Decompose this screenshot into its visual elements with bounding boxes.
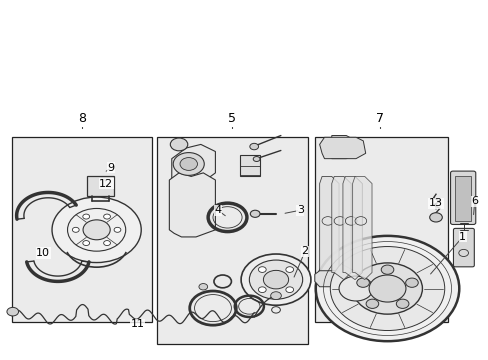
Text: 11: 11 [131, 319, 144, 329]
Text: 13: 13 [428, 198, 442, 208]
Text: 3: 3 [296, 205, 303, 215]
Circle shape [315, 236, 458, 341]
Text: 12: 12 [99, 179, 113, 189]
FancyBboxPatch shape [449, 171, 475, 225]
Circle shape [249, 143, 258, 150]
Circle shape [368, 275, 405, 302]
Circle shape [114, 227, 121, 232]
Circle shape [338, 276, 372, 301]
Circle shape [258, 267, 265, 273]
Circle shape [82, 240, 89, 246]
FancyBboxPatch shape [452, 228, 473, 267]
Bar [454, 176, 470, 221]
Circle shape [381, 265, 393, 274]
Circle shape [103, 240, 110, 246]
Circle shape [366, 299, 378, 309]
Circle shape [258, 287, 265, 293]
Polygon shape [314, 271, 355, 287]
Bar [157, 137, 307, 344]
Circle shape [241, 254, 310, 305]
Circle shape [72, 227, 79, 232]
Circle shape [249, 260, 302, 299]
Text: 9: 9 [107, 163, 115, 172]
Circle shape [253, 157, 260, 162]
Polygon shape [331, 135, 355, 159]
Text: 10: 10 [36, 248, 50, 258]
Circle shape [250, 210, 260, 217]
Polygon shape [352, 176, 371, 280]
Circle shape [180, 158, 197, 170]
Bar [87, 176, 113, 196]
Circle shape [329, 247, 444, 330]
Polygon shape [319, 137, 365, 159]
Circle shape [270, 292, 281, 300]
Circle shape [52, 197, 141, 262]
Circle shape [82, 214, 89, 219]
Circle shape [395, 299, 408, 309]
Text: 8: 8 [78, 112, 86, 125]
Polygon shape [171, 144, 215, 184]
Circle shape [103, 214, 110, 219]
Text: 2: 2 [301, 246, 308, 256]
Circle shape [263, 270, 288, 289]
Bar [314, 137, 447, 322]
Text: 1: 1 [458, 232, 465, 242]
Bar [239, 155, 260, 176]
Circle shape [429, 213, 442, 222]
Circle shape [405, 278, 417, 287]
Bar [12, 137, 152, 322]
Polygon shape [331, 176, 350, 280]
Circle shape [285, 287, 293, 293]
Polygon shape [342, 176, 362, 280]
Circle shape [285, 267, 293, 273]
Text: 4: 4 [214, 205, 221, 215]
Circle shape [170, 138, 187, 151]
Circle shape [7, 307, 19, 316]
Polygon shape [169, 173, 215, 237]
Circle shape [83, 220, 110, 240]
Text: 5: 5 [228, 112, 236, 125]
Text: 7: 7 [375, 112, 384, 125]
Circle shape [173, 153, 204, 175]
Circle shape [356, 278, 368, 287]
Circle shape [199, 284, 207, 290]
Polygon shape [319, 176, 338, 280]
Circle shape [352, 263, 422, 314]
Text: 6: 6 [470, 196, 477, 206]
